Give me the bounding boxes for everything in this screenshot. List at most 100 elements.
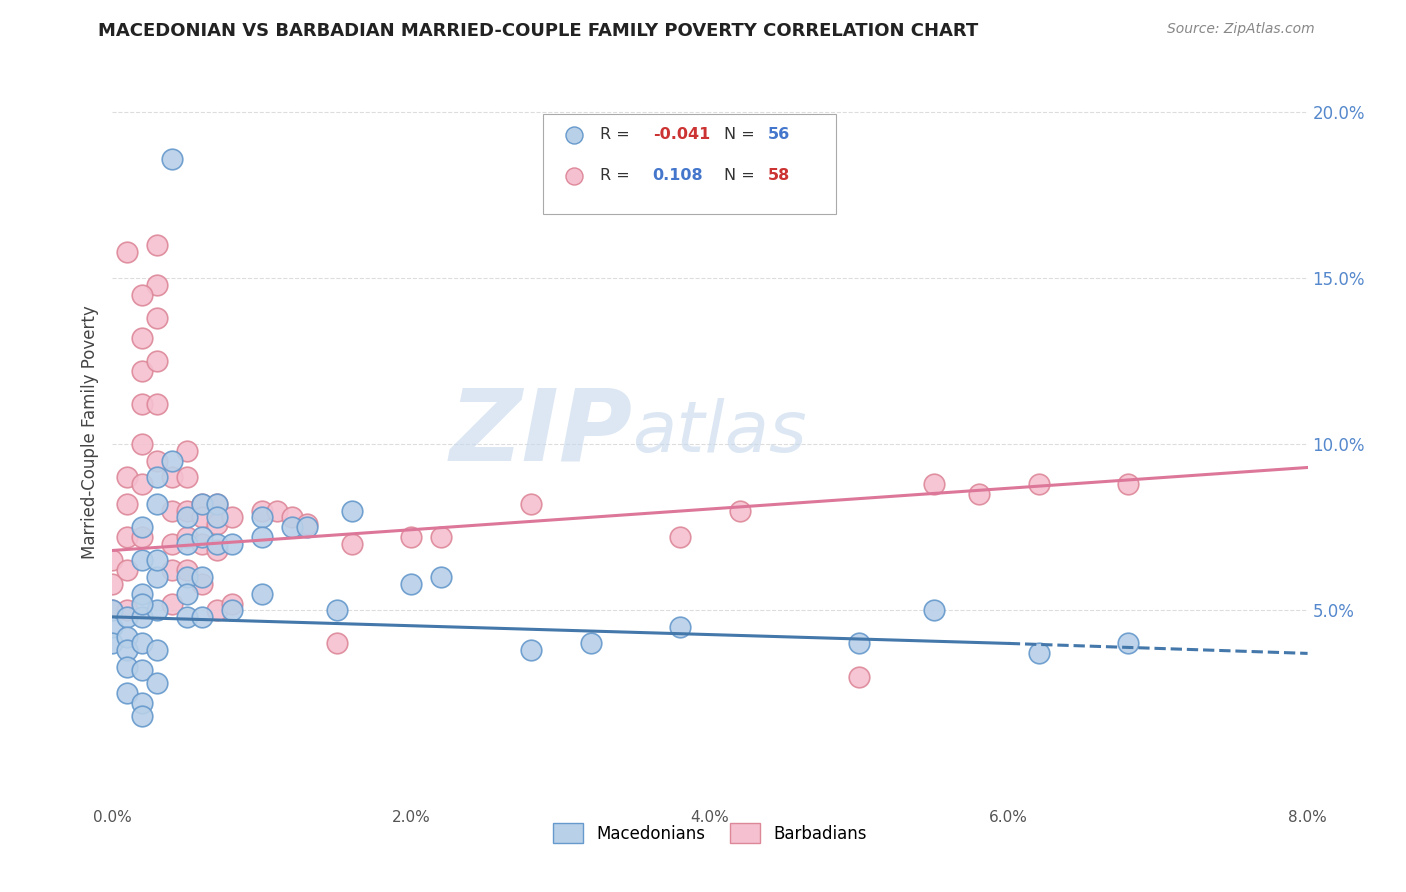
Point [131, 477, 153, 491]
Point [146, 397, 169, 411]
Point [162, 597, 183, 611]
Point [117, 530, 139, 544]
Point [295, 516, 318, 531]
Point [520, 497, 543, 511]
Text: 0.108: 0.108 [652, 169, 703, 183]
Point [146, 676, 169, 690]
Point [162, 454, 183, 468]
Point [221, 537, 243, 551]
Legend: Macedonians, Barbadians: Macedonians, Barbadians [547, 816, 873, 850]
Point [117, 244, 139, 259]
Point [176, 530, 198, 544]
Point [101, 603, 124, 617]
Text: Source: ZipAtlas.com: Source: ZipAtlas.com [1167, 22, 1315, 37]
Point [176, 587, 198, 601]
Point [146, 454, 169, 468]
Point [1028, 647, 1050, 661]
Point [146, 643, 169, 657]
Point [221, 510, 243, 524]
Point [117, 470, 139, 484]
Point [146, 238, 169, 252]
Point [101, 553, 124, 567]
Text: atlas: atlas [633, 398, 807, 467]
Text: R =: R = [600, 128, 636, 143]
Point [117, 497, 139, 511]
Point [117, 686, 139, 700]
Point [191, 497, 214, 511]
Point [340, 503, 363, 517]
Point [146, 497, 169, 511]
Point [191, 530, 214, 544]
Point [117, 659, 139, 673]
Point [922, 603, 945, 617]
Point [162, 470, 183, 484]
Y-axis label: Married-Couple Family Poverty: Married-Couple Family Poverty [80, 306, 98, 559]
Point [176, 610, 198, 624]
Point [191, 497, 214, 511]
Point [146, 570, 169, 584]
Point [325, 636, 347, 650]
Point [401, 530, 423, 544]
Point [131, 597, 153, 611]
Point [176, 503, 198, 517]
Point [250, 530, 273, 544]
Point [728, 503, 751, 517]
Point [922, 477, 945, 491]
Text: R =: R = [600, 169, 640, 183]
Text: MACEDONIAN VS BARBADIAN MARRIED-COUPLE FAMILY POVERTY CORRELATION CHART: MACEDONIAN VS BARBADIAN MARRIED-COUPLE F… [98, 22, 979, 40]
Point [131, 636, 153, 650]
Text: N =: N = [724, 128, 761, 143]
Point [131, 610, 153, 624]
Point [176, 443, 198, 458]
Point [205, 516, 228, 531]
FancyBboxPatch shape [543, 114, 835, 214]
Point [131, 437, 153, 451]
Point [131, 696, 153, 710]
Point [131, 364, 153, 378]
Point [579, 636, 602, 650]
Point [205, 497, 228, 511]
Text: N =: N = [724, 169, 761, 183]
Point [117, 610, 139, 624]
Point [131, 520, 153, 534]
Point [117, 643, 139, 657]
Point [205, 510, 228, 524]
Point [221, 597, 243, 611]
Point [205, 603, 228, 617]
Point [131, 530, 153, 544]
Point [281, 510, 304, 524]
Point [176, 510, 198, 524]
Point [191, 610, 214, 624]
Point [191, 510, 214, 524]
Point [101, 636, 124, 650]
Point [1118, 636, 1140, 650]
Point [117, 630, 139, 644]
Point [131, 709, 153, 723]
Point [131, 553, 153, 567]
Point [191, 570, 214, 584]
Point [176, 563, 198, 577]
Point [967, 487, 990, 501]
Point [162, 563, 183, 577]
Point [848, 670, 870, 684]
Point [205, 543, 228, 558]
Point [205, 497, 228, 511]
Point [430, 570, 453, 584]
Point [176, 537, 198, 551]
Point [401, 576, 423, 591]
Point [669, 620, 692, 634]
Point [340, 537, 363, 551]
Point [146, 553, 169, 567]
Point [205, 537, 228, 551]
Point [101, 603, 124, 617]
Point [176, 470, 198, 484]
Point [131, 663, 153, 677]
Point [131, 397, 153, 411]
Point [430, 530, 453, 544]
Point [191, 576, 214, 591]
Text: 58: 58 [768, 169, 790, 183]
Point [250, 587, 273, 601]
Point [266, 503, 288, 517]
Point [131, 587, 153, 601]
Point [250, 510, 273, 524]
